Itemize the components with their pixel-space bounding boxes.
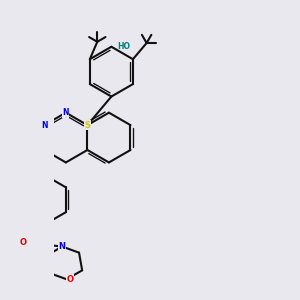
Text: HO: HO xyxy=(117,42,130,51)
Text: N: N xyxy=(63,108,69,117)
Text: O: O xyxy=(67,275,74,284)
Text: N: N xyxy=(59,242,66,251)
Text: O: O xyxy=(19,238,26,247)
Text: N: N xyxy=(41,121,47,130)
Text: S: S xyxy=(84,121,90,130)
